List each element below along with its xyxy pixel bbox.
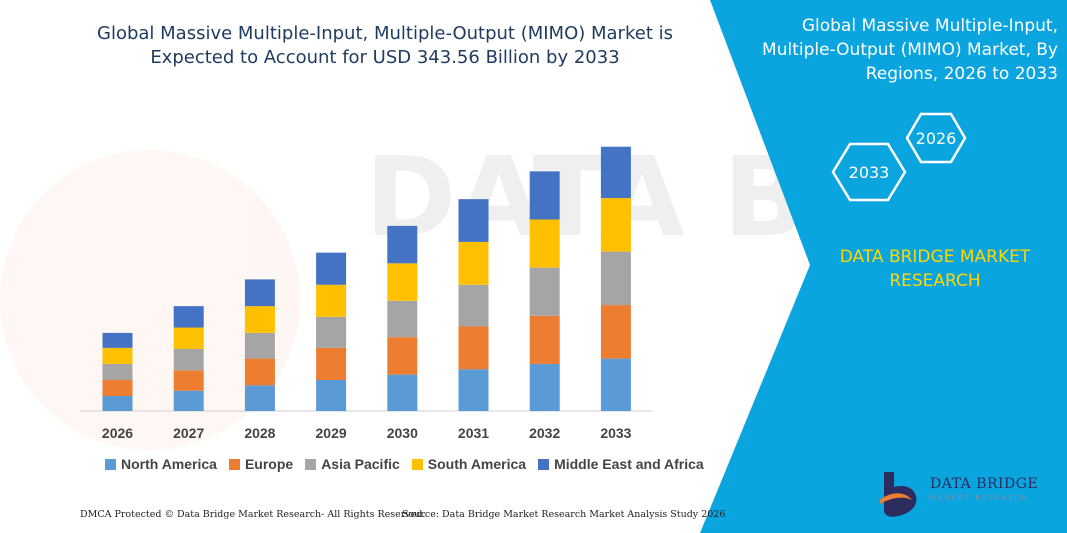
bar-segment-2030-3 bbox=[387, 263, 418, 301]
bar-segment-2033-2 bbox=[600, 251, 631, 306]
source-note: Source: Data Bridge Market Research Mark… bbox=[402, 509, 726, 520]
bar-segment-2032-2 bbox=[529, 267, 560, 316]
bar-segment-2026-1 bbox=[102, 379, 133, 397]
chart-title: Global Massive Multiple-Input, Multiple-… bbox=[97, 23, 673, 68]
bar-segment-2030-0 bbox=[387, 374, 418, 411]
logo-name: DATA BRIDGE bbox=[930, 476, 1039, 492]
bar-segment-2030-1 bbox=[387, 337, 418, 375]
bar-segment-2027-3 bbox=[173, 327, 204, 349]
bar-segment-2027-4 bbox=[173, 306, 204, 328]
bar-segment-2033-0 bbox=[600, 358, 631, 411]
legend-item: Asia Pacific bbox=[305, 456, 400, 472]
hex-end-year: 2033 bbox=[849, 163, 890, 182]
legend-label: South America bbox=[427, 456, 527, 472]
bar-segment-2033-4 bbox=[600, 146, 631, 199]
copyright-notice: DMCA Protected © Data Bridge Market Rese… bbox=[80, 509, 426, 520]
bar-segment-2026-0 bbox=[102, 396, 133, 411]
bar-segment-2026-4 bbox=[102, 332, 133, 348]
bar-segment-2031-2 bbox=[458, 284, 489, 327]
data-bridge-logo-icon bbox=[880, 472, 917, 517]
bar-segment-2029-4 bbox=[316, 252, 347, 285]
brand-name: DATA BRIDGE MARKET RESEARCH bbox=[839, 247, 1031, 291]
bar-segment-2026-2 bbox=[102, 363, 133, 380]
bar-segment-2031-3 bbox=[458, 241, 489, 285]
x-tick-label-2027: 2027 bbox=[173, 425, 204, 441]
logo-tagline: MARKET RESEARCH bbox=[930, 494, 1029, 502]
legend-item: Europe bbox=[228, 456, 294, 472]
x-tick-label-2032: 2032 bbox=[529, 425, 560, 441]
legend-swatch bbox=[305, 458, 317, 470]
bar-segment-2032-0 bbox=[529, 363, 560, 411]
legend-swatch bbox=[538, 458, 550, 470]
legend-label: Europe bbox=[244, 456, 294, 472]
legend-label: Middle East and Africa bbox=[554, 456, 704, 472]
x-tick-label-2026: 2026 bbox=[102, 425, 133, 441]
bar-segment-2032-1 bbox=[529, 315, 560, 364]
hex-start-year: 2026 bbox=[916, 129, 957, 148]
bar-segment-2028-2 bbox=[244, 332, 275, 359]
legend-swatch bbox=[228, 458, 240, 470]
legend-swatch bbox=[411, 458, 423, 470]
bar-segment-2031-4 bbox=[458, 199, 489, 242]
bar-segment-2031-0 bbox=[458, 369, 489, 411]
bar-segment-2027-0 bbox=[173, 390, 204, 411]
side-panel-title: Global Massive Multiple-Input, Multiple-… bbox=[762, 16, 1058, 84]
x-tick-label-2028: 2028 bbox=[244, 425, 275, 441]
stacked-bar-chart: 2026 2027 2028 2029 2030 2031 2032 2033 bbox=[80, 146, 652, 441]
legend-label: Asia Pacific bbox=[321, 456, 400, 472]
legend-label: North America bbox=[121, 456, 217, 472]
bar-segment-2032-4 bbox=[529, 171, 560, 220]
legend-item: South America bbox=[411, 456, 527, 472]
bar-segment-2027-2 bbox=[173, 348, 204, 371]
bar-segment-2026-3 bbox=[102, 347, 133, 364]
bar-segment-2028-0 bbox=[244, 385, 275, 411]
chart-legend: North America Europe Asia Pacific South Ame… bbox=[105, 456, 704, 472]
bar-segment-2028-4 bbox=[244, 279, 275, 307]
legend-item: Middle East and Africa bbox=[538, 456, 704, 472]
bar-segment-2029-1 bbox=[316, 347, 347, 380]
bar-segment-2033-3 bbox=[600, 198, 631, 252]
x-tick-label-2030: 2030 bbox=[387, 425, 418, 441]
bar-segment-2028-1 bbox=[244, 358, 275, 386]
bar-segment-2028-3 bbox=[244, 306, 275, 333]
bar-segment-2027-1 bbox=[173, 370, 204, 391]
bar-segment-2029-0 bbox=[316, 379, 347, 411]
bar-segment-2029-3 bbox=[316, 284, 347, 317]
x-tick-label-2029: 2029 bbox=[316, 425, 347, 441]
bar-segment-2030-2 bbox=[387, 300, 418, 338]
x-tick-label-2033: 2033 bbox=[600, 425, 631, 441]
bar-segment-2033-1 bbox=[600, 305, 631, 359]
side-panel-background bbox=[700, 0, 1067, 533]
bar-segment-2031-1 bbox=[458, 326, 489, 370]
x-tick-label-2031: 2031 bbox=[458, 425, 489, 441]
legend-item: North America bbox=[105, 456, 217, 472]
hexagon-start bbox=[905, 112, 967, 164]
bar-segment-2029-2 bbox=[316, 316, 347, 348]
hexagon-end bbox=[831, 142, 907, 202]
bar-segment-2032-3 bbox=[529, 219, 560, 268]
bar-segment-2030-4 bbox=[387, 225, 418, 264]
legend-swatch bbox=[105, 458, 116, 470]
